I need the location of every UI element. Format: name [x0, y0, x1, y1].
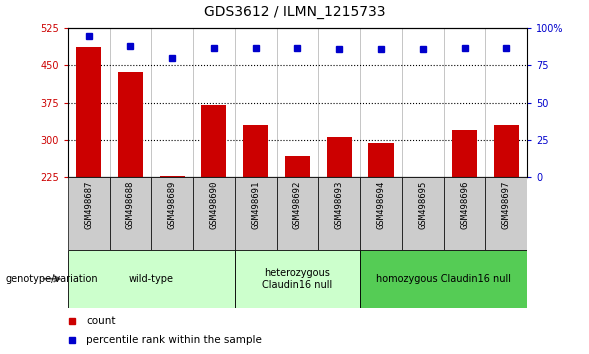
Bar [68, 177, 110, 250]
Text: wild-type: wild-type [129, 274, 174, 284]
Bar [485, 177, 527, 250]
Bar [318, 177, 360, 250]
Text: GSM498697: GSM498697 [502, 181, 511, 229]
Text: GSM498693: GSM498693 [335, 181, 344, 229]
Text: GSM498689: GSM498689 [168, 181, 177, 229]
Text: count: count [86, 316, 115, 326]
Text: GSM498694: GSM498694 [376, 181, 385, 229]
Bar [235, 177, 277, 250]
Text: genotype/variation: genotype/variation [6, 274, 98, 284]
Bar [235, 250, 360, 308]
Text: GSM498691: GSM498691 [251, 181, 260, 229]
Bar [76, 47, 101, 177]
Bar [452, 130, 477, 177]
Text: heterozygous
Claudin16 null: heterozygous Claudin16 null [262, 268, 333, 290]
Bar [494, 125, 519, 177]
Text: GDS3612 / ILMN_1215733: GDS3612 / ILMN_1215733 [204, 5, 385, 19]
Bar [118, 72, 143, 177]
Text: GSM498688: GSM498688 [126, 181, 135, 229]
Bar [285, 156, 310, 177]
Bar [327, 137, 352, 177]
Text: GSM498695: GSM498695 [418, 181, 427, 229]
Text: percentile rank within the sample: percentile rank within the sample [86, 335, 262, 345]
Bar [243, 125, 268, 177]
Bar [360, 177, 402, 250]
Text: GSM498690: GSM498690 [210, 181, 219, 229]
Bar [444, 177, 485, 250]
Text: GSM498696: GSM498696 [460, 181, 469, 229]
Text: GSM498692: GSM498692 [293, 181, 302, 229]
Text: homozygous Claudin16 null: homozygous Claudin16 null [376, 274, 511, 284]
Bar [68, 250, 235, 308]
Bar [151, 177, 193, 250]
Bar [402, 177, 444, 250]
Bar [160, 176, 185, 177]
Bar [110, 177, 151, 250]
Bar [201, 105, 226, 177]
Bar [193, 177, 235, 250]
Text: GSM498687: GSM498687 [84, 181, 93, 229]
Bar [369, 143, 393, 177]
Bar [277, 177, 318, 250]
Bar [360, 250, 527, 308]
